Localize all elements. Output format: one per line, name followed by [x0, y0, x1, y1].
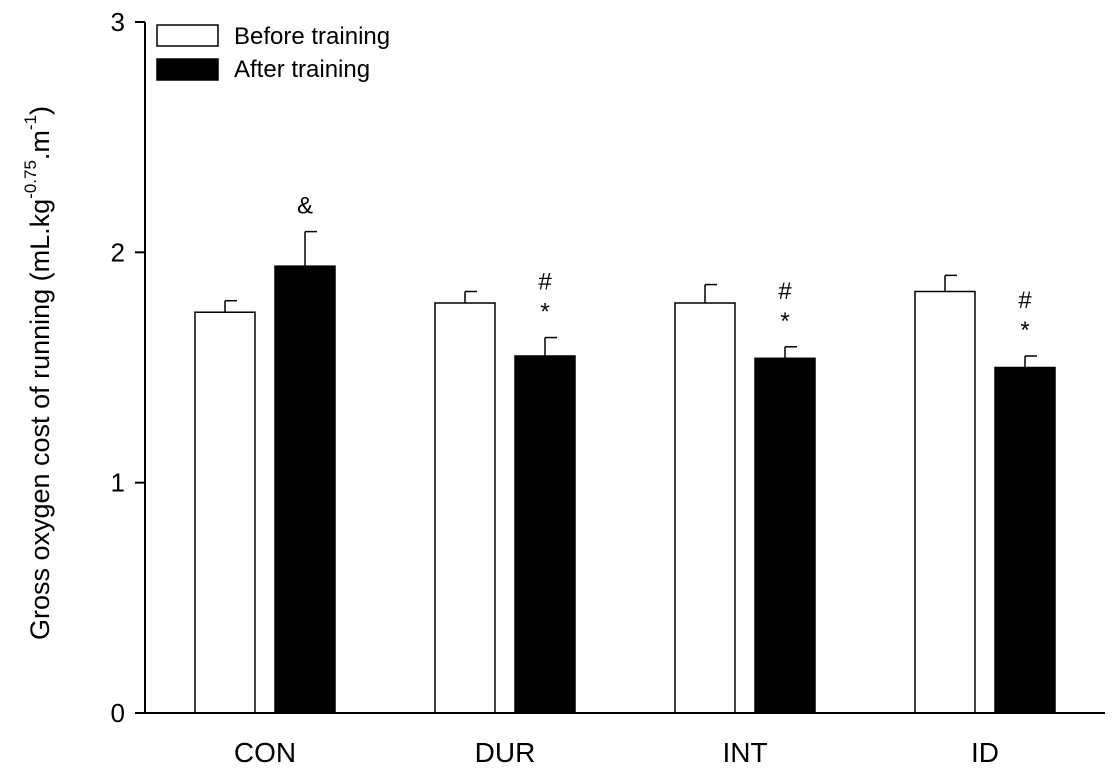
y-tick-label: 0 — [111, 698, 125, 728]
bar — [434, 302, 496, 714]
bar — [274, 265, 336, 714]
bar — [194, 311, 256, 714]
x-tick-labels: CON DUR INT ID — [234, 737, 999, 768]
significance-marker: # — [778, 278, 792, 305]
bar — [514, 355, 576, 714]
y-tick-label: 2 — [111, 237, 125, 267]
legend-swatch-after — [156, 58, 219, 81]
bar — [994, 366, 1056, 714]
x-tick-label: ID — [971, 737, 999, 768]
significance-marker: * — [1020, 317, 1029, 344]
axes — [144, 22, 1105, 714]
significance-marker: * — [540, 299, 549, 326]
y-axis-title: Gross oxygen cost of running (mL.kg-0.75… — [21, 106, 55, 640]
bar — [674, 302, 736, 714]
x-tick-label: CON — [234, 737, 296, 768]
plot-area: & * # * # * # — [194, 193, 1056, 714]
bar — [914, 290, 976, 714]
y-tick-label: 1 — [111, 468, 125, 498]
legend-label-after: After training — [234, 56, 370, 83]
legend-swatch-before — [156, 24, 219, 47]
significance-marker: # — [538, 269, 552, 296]
legend-label-before: Before training — [234, 23, 390, 50]
y-ticks: 0 1 2 3 — [111, 7, 145, 728]
y-tick-label: 3 — [111, 7, 125, 37]
bar — [754, 357, 816, 714]
significance-marker: # — [1018, 287, 1032, 314]
significance-marker: * — [780, 308, 789, 335]
x-tick-label: DUR — [475, 737, 536, 768]
legend: Before training After training — [156, 23, 390, 83]
significance-marker: & — [297, 193, 313, 220]
x-tick-label: INT — [722, 737, 767, 768]
